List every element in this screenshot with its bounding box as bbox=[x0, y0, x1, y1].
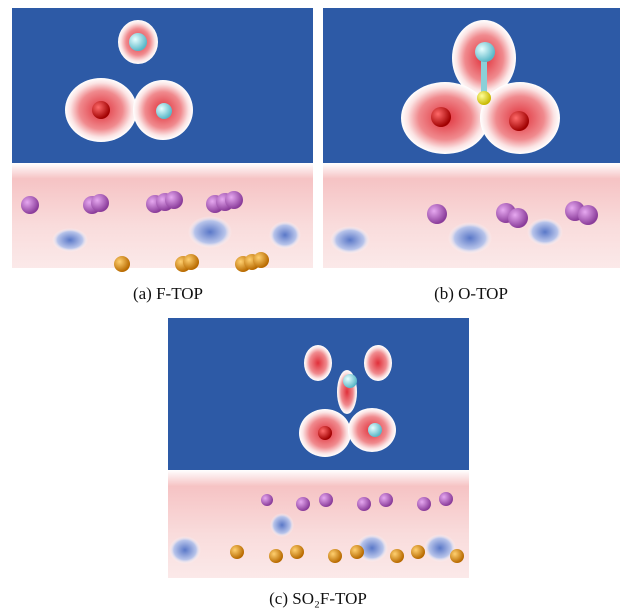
caption: (a) F-TOP bbox=[133, 284, 203, 303]
figure-canvas: (a) F-TOP (b) O-TOP bbox=[0, 0, 628, 615]
figure: (a) F-TOP (b) O-TOP bbox=[0, 0, 628, 615]
panel-c bbox=[168, 318, 469, 578]
panel-b bbox=[323, 8, 620, 268]
caption: (c) SO₂F-TOP bbox=[269, 589, 367, 608]
caption: (b) O-TOP bbox=[434, 284, 508, 303]
panel-a bbox=[12, 8, 313, 272]
